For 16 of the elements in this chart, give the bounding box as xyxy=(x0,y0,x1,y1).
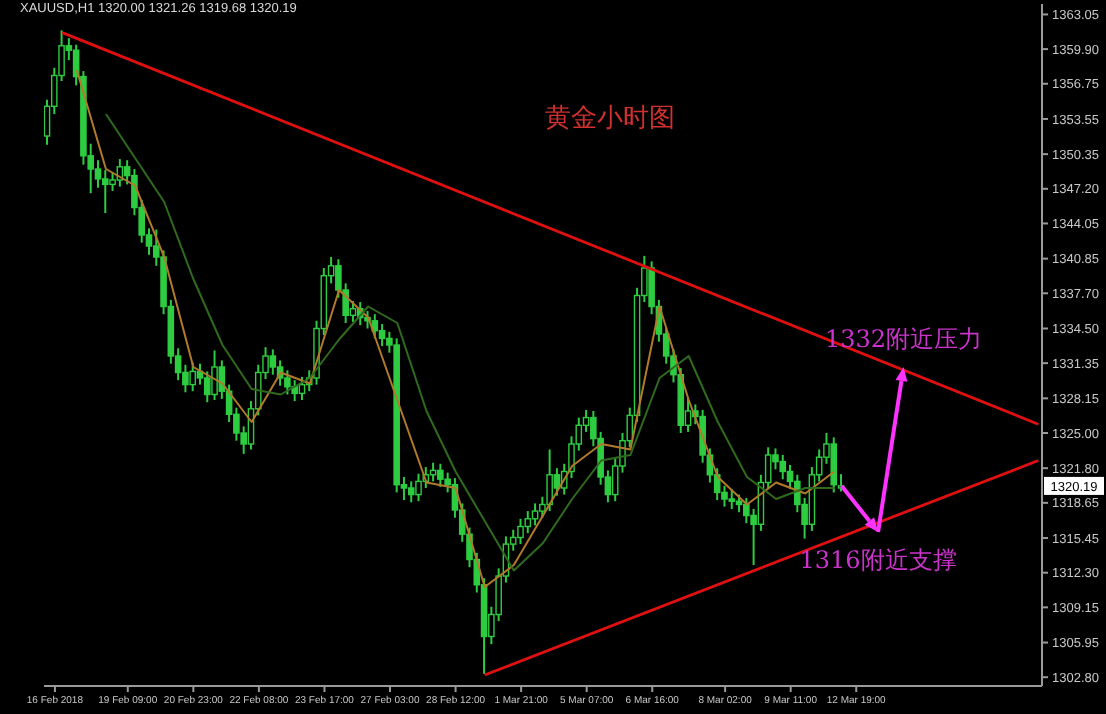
candlestick xyxy=(517,517,524,546)
candlestick xyxy=(407,480,415,504)
annotation: 1316附近支撑 xyxy=(799,546,957,574)
candlestick xyxy=(437,462,444,488)
annotation: 1332附近压力 xyxy=(825,325,983,353)
candlestick xyxy=(779,454,787,481)
candlestick xyxy=(415,472,422,503)
candlestick xyxy=(546,448,553,513)
text: 黄金小时图 xyxy=(543,102,677,136)
candlestick xyxy=(728,488,736,510)
candlestick xyxy=(298,375,306,401)
candlestick xyxy=(531,502,539,527)
candlestick xyxy=(211,349,218,401)
candlestick xyxy=(189,361,196,393)
candlestick xyxy=(203,370,211,404)
candlestick xyxy=(830,436,838,494)
